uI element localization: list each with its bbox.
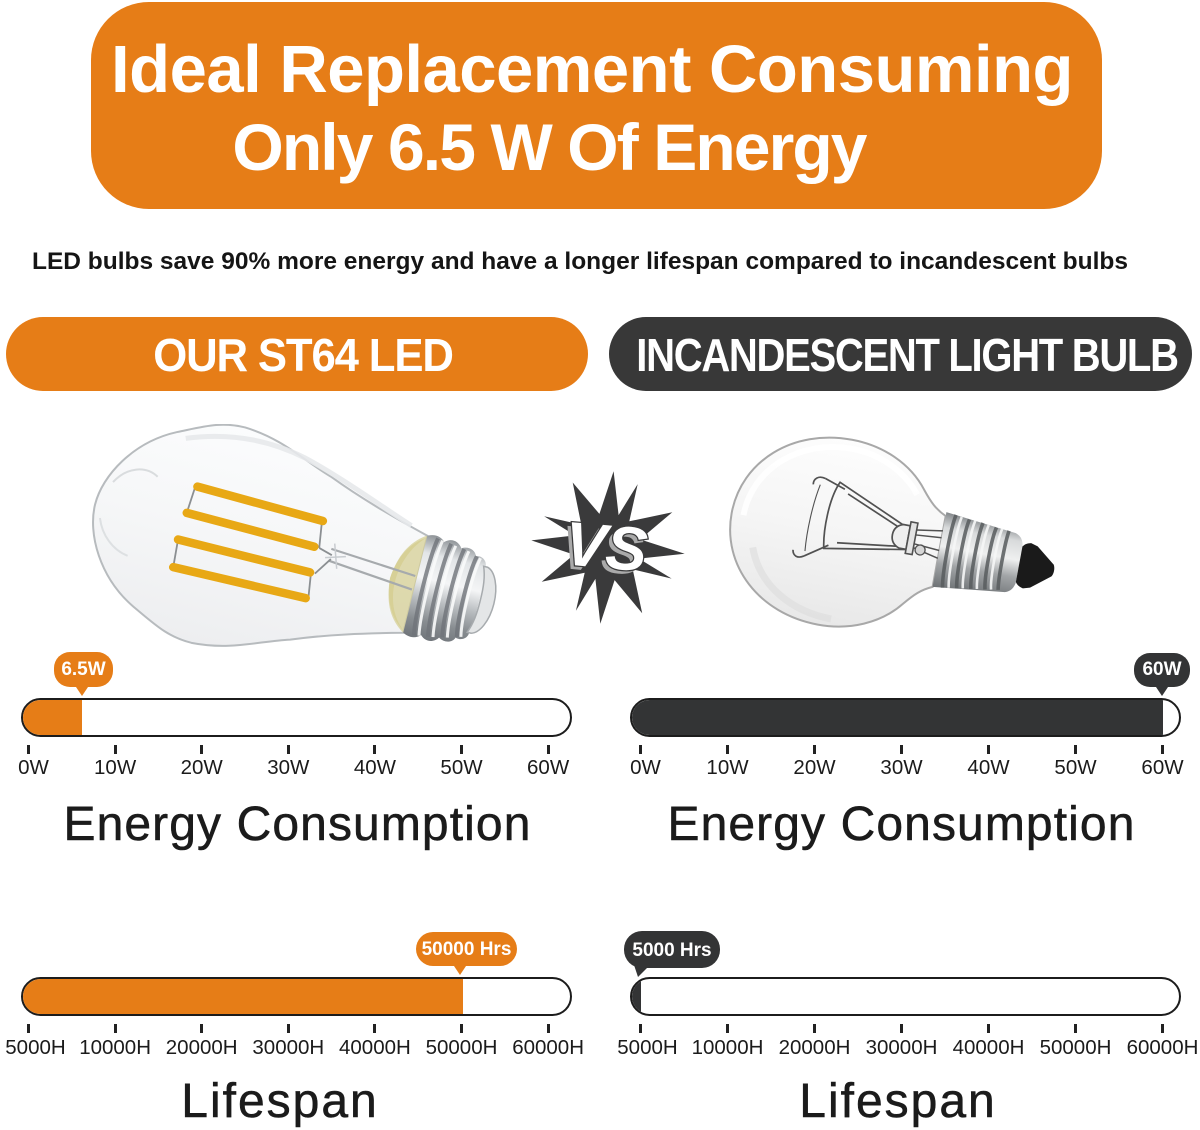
svg-text:VS: VS bbox=[562, 509, 650, 585]
svg-text:VS: VS bbox=[557, 513, 645, 589]
